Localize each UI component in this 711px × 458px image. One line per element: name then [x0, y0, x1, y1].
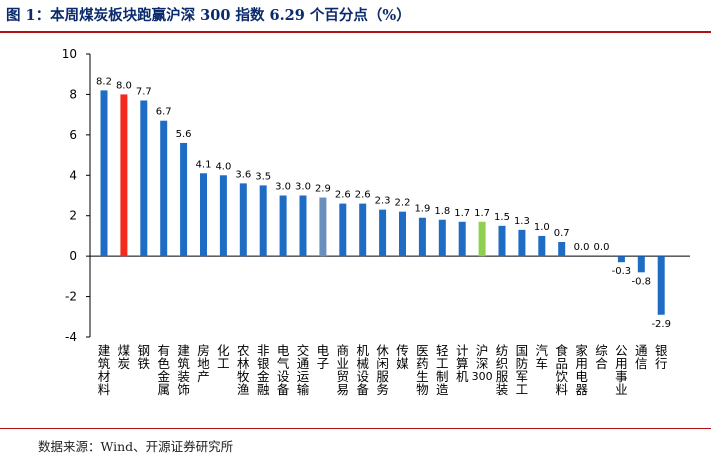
category-label: 纺织服装	[496, 343, 509, 397]
category-label: 非银金融	[257, 343, 270, 397]
data-label: 6.7	[156, 107, 172, 118]
data-label: 3.0	[275, 182, 291, 193]
bar	[399, 211, 406, 257]
data-label: 1.9	[414, 204, 430, 215]
y-tick-label: 6	[69, 128, 77, 142]
category-label: 沪深 300	[472, 343, 493, 383]
bar	[239, 183, 247, 257]
category-label: 计算机	[456, 343, 469, 384]
category-label: 化工	[217, 343, 230, 371]
category-label: 建筑装饰	[177, 343, 190, 397]
bar	[617, 256, 625, 263]
bar	[180, 142, 188, 257]
data-label: 2.9	[315, 184, 331, 195]
bar	[538, 235, 546, 257]
bar	[518, 229, 526, 257]
category-label: 有色金属	[157, 343, 170, 397]
data-label: 3.6	[235, 169, 251, 180]
footer-rule	[0, 428, 711, 429]
data-label: 0.0	[594, 242, 610, 253]
category-label: 通信	[635, 343, 648, 371]
bar	[657, 256, 665, 315]
bar	[438, 219, 446, 257]
y-tick-label: -2	[65, 290, 77, 304]
y-tick-label: 10	[62, 47, 77, 61]
category-label: 电气设备	[277, 343, 290, 397]
bar	[200, 173, 207, 257]
data-label: 8.0	[116, 80, 132, 91]
category-label: 医药生物	[416, 343, 429, 397]
data-label: 3.0	[295, 182, 311, 193]
data-label: 3.5	[255, 171, 271, 182]
bar	[140, 100, 148, 257]
data-label: 1.5	[494, 212, 510, 223]
y-tick-label: -4	[65, 330, 77, 344]
category-label: 国防军工	[516, 343, 529, 397]
data-label: 2.6	[355, 190, 371, 201]
data-label: 0.0	[574, 242, 590, 253]
y-tick-label: 0	[69, 249, 77, 263]
chart-title: 图 1：本周煤炭板块跑赢沪深 300 指数 6.29 个百分点（%）	[6, 7, 411, 24]
category-label: 交通运输	[297, 343, 310, 397]
bar	[259, 185, 267, 257]
data-label: 1.3	[514, 216, 530, 227]
category-label: 汽车	[536, 343, 549, 371]
category-label: 综合	[595, 343, 608, 371]
data-label: 1.7	[474, 208, 490, 219]
source-note: 数据来源：Wind、开源证券研究所	[38, 439, 234, 454]
bar-chart: -4 -2 0 2 4 6 8 10 8.2 建筑材料 8.0 煤炭 7.7 钢铁 6.7 有色金属 5.6 建筑…	[62, 47, 690, 397]
bar	[478, 221, 486, 257]
category-label: 建筑材料	[98, 343, 111, 397]
category-label: 家用电器	[575, 343, 588, 397]
data-label: 0.7	[554, 228, 570, 239]
bar	[120, 94, 128, 257]
y-tick-label: 2	[69, 209, 77, 223]
bar	[100, 90, 108, 257]
bar	[558, 241, 566, 257]
bar	[637, 256, 645, 273]
category-label: 休闲服务	[376, 343, 389, 397]
y-tick-label: 4	[69, 168, 77, 182]
category-label: 机械设备	[356, 343, 369, 397]
bar	[359, 203, 367, 257]
data-label: 5.6	[176, 129, 192, 140]
data-label: -2.9	[651, 319, 671, 330]
data-label: 2.3	[375, 196, 391, 207]
bar	[458, 221, 466, 257]
bar	[339, 203, 347, 257]
data-label: 7.7	[136, 86, 152, 97]
category-label: 传媒	[396, 343, 409, 371]
bar	[279, 195, 287, 257]
bar	[498, 225, 506, 257]
data-label: 2.6	[335, 190, 351, 201]
category-label: 房地产	[197, 343, 210, 384]
y-tick-label: 8	[69, 87, 77, 101]
category-label: 银行	[655, 343, 668, 371]
category-label: 食品饮料	[555, 343, 568, 397]
data-label: 1.8	[434, 206, 450, 217]
data-label: 1.7	[454, 208, 470, 219]
data-label: -0.8	[632, 276, 652, 287]
data-label: 8.2	[96, 76, 112, 87]
category-label: 电子	[317, 343, 330, 371]
bar	[319, 197, 327, 257]
bar	[299, 195, 307, 257]
data-label: 1.0	[534, 222, 550, 233]
category-label: 农林牧渔	[237, 343, 250, 397]
data-label: -0.3	[612, 266, 632, 277]
bar	[219, 175, 227, 257]
category-label: 公用事业	[615, 343, 628, 397]
title-rule	[0, 31, 711, 33]
category-label: 煤炭	[118, 343, 131, 371]
bar	[160, 120, 168, 257]
category-label: 商业贸易	[337, 343, 350, 397]
data-label: 4.0	[215, 161, 231, 172]
data-label: 2.2	[395, 198, 411, 209]
bar	[418, 217, 426, 257]
category-label: 轻工制造	[436, 343, 449, 397]
data-label: 4.1	[196, 159, 212, 170]
bar	[379, 209, 387, 257]
category-label: 钢铁	[138, 343, 151, 371]
